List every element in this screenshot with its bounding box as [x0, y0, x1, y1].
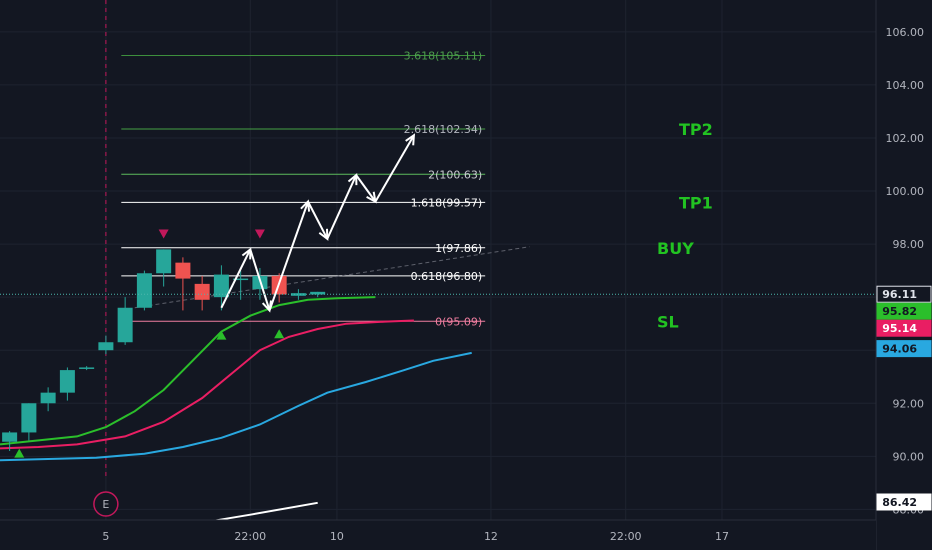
- price-tick-9: 104.00: [886, 79, 925, 92]
- fib-label-4: 1(97.86): [435, 242, 482, 255]
- price-badge-2: 95.14: [882, 322, 917, 335]
- price-badge-4: 86.42: [882, 496, 917, 509]
- candle-body-7: [137, 273, 152, 307]
- fib-label-1: 2.618(102.34): [404, 123, 483, 136]
- time-tick-0: 5: [102, 530, 109, 543]
- candle-body-10: [195, 284, 210, 300]
- fib-label-2: 2(100.63): [428, 168, 482, 181]
- time-axis-background: [0, 520, 876, 550]
- annotation-tp2: TP2: [679, 120, 713, 139]
- fib-label-5: 0.618(96.80): [411, 270, 483, 283]
- price-badge-1: 95.82: [882, 305, 917, 318]
- time-tick-2: 10: [330, 530, 344, 543]
- price-tick-2: 90.00: [893, 450, 925, 463]
- time-tick-1: 22:00: [234, 530, 266, 543]
- time-tick-3: 12: [484, 530, 498, 543]
- price-tick-7: 100.00: [886, 185, 925, 198]
- time-tick-5: 17: [715, 530, 729, 543]
- candle-body-6: [118, 308, 133, 342]
- price-tick-10: 106.00: [886, 26, 925, 39]
- candle-body-8: [156, 249, 171, 273]
- annotation-sl: SL: [657, 312, 679, 331]
- candle-body-2: [41, 393, 56, 404]
- candle-body-9: [175, 263, 190, 279]
- annotation-tp1: TP1: [679, 193, 713, 212]
- event-marker[interactable]: E: [94, 492, 118, 516]
- price-axis[interactable]: 86.0088.0090.0092.0094.0096.0098.00100.0…: [876, 0, 932, 550]
- event-marker-label: E: [102, 498, 109, 511]
- time-axis[interactable]: 5 22:00 10 12 22:00 17: [0, 520, 876, 550]
- fib-label-0: 3.618(105.11): [404, 49, 483, 62]
- candle-body-3: [60, 370, 75, 393]
- candle-body-1: [21, 403, 36, 432]
- price-tick-8: 102.00: [886, 132, 925, 145]
- candle-body-5: [98, 342, 113, 350]
- price-tick-3: 92.00: [893, 397, 925, 410]
- price-tick-6: 98.00: [893, 238, 925, 251]
- price-badge-3: 94.06: [882, 343, 917, 356]
- price-badge-0: 96.11: [882, 288, 917, 301]
- candle-body-0: [2, 432, 17, 441]
- time-tick-4: 22:00: [610, 530, 642, 543]
- fib-label-6: 0(95.09): [435, 315, 482, 328]
- fib-label-3: 1.618(99.57): [411, 196, 483, 209]
- annotation-buy: BUY: [657, 239, 694, 258]
- candle-body-4: [79, 367, 94, 369]
